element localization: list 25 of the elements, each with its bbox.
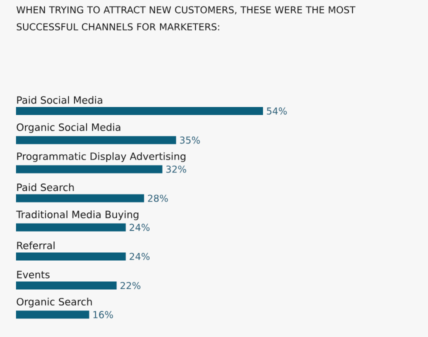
data-label: 24% bbox=[130, 224, 150, 231]
y-tick-label: Paid Search bbox=[17, 183, 74, 192]
bar bbox=[16, 165, 162, 174]
y-tick-label: Traditional Media Buying bbox=[16, 210, 138, 220]
data-label: 24% bbox=[130, 252, 150, 260]
data-label: 28% bbox=[148, 194, 168, 202]
bar bbox=[16, 252, 126, 260]
bar bbox=[16, 223, 126, 232]
y-tick-label: Events bbox=[17, 270, 50, 278]
bar bbox=[16, 310, 90, 319]
bar bbox=[16, 136, 176, 144]
bar bbox=[16, 194, 144, 202]
bar bbox=[16, 282, 117, 290]
y-tick-label: Referral bbox=[17, 242, 55, 250]
data-label: 16% bbox=[93, 311, 113, 318]
chart-title: WHEN TRYING TO ATTRACT NEW CUSTOMERS, THESE WERE THE MOST SUCCESSFUL CHANNELS FOR MARKETERS: bbox=[16, 6, 356, 30]
y-tick-label: Organic Social Media bbox=[16, 123, 120, 133]
data-label: 54% bbox=[266, 107, 287, 115]
data-label: 22% bbox=[120, 282, 140, 290]
y-tick-label: Organic Search bbox=[16, 298, 92, 308]
y-tick-label: Programmatic Display Advertising bbox=[17, 152, 186, 162]
y-tick-label: Paid Social Media bbox=[17, 96, 102, 104]
bar bbox=[16, 107, 264, 116]
data-label: 35% bbox=[180, 136, 200, 144]
data-label: 32% bbox=[166, 166, 186, 173]
